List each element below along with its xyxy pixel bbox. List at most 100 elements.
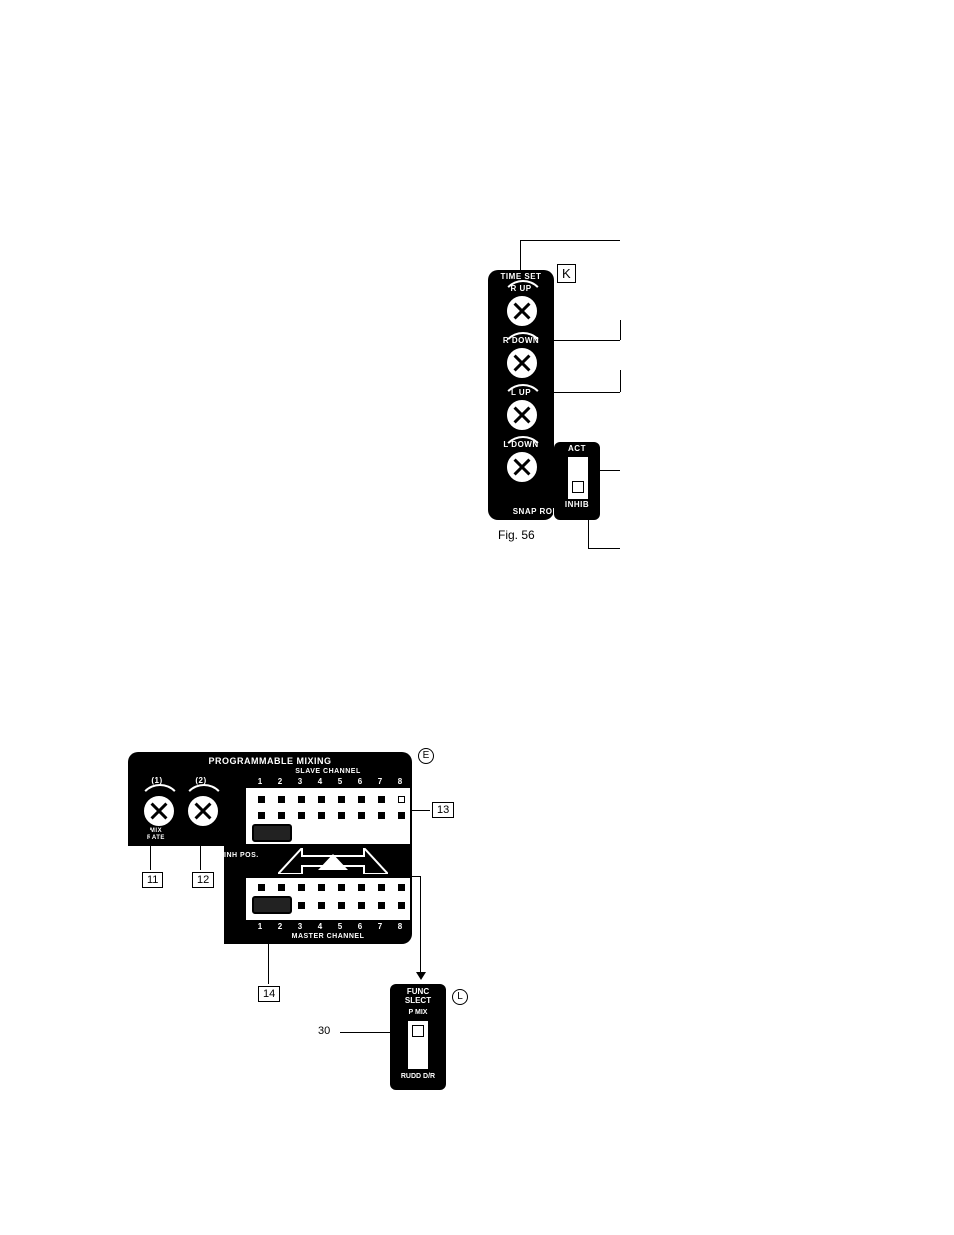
pin[interactable] [358,796,365,803]
slave-channel-label: SLAVE CHANNEL [248,768,408,775]
pin[interactable] [378,902,385,909]
fig56-caption: Fig. 56 [498,528,535,542]
pin[interactable] [258,796,265,803]
ch-top-1: 1 [254,777,266,786]
letter-l: L [452,989,468,1005]
ch-bot-8: 8 [394,922,406,931]
inh-pos-label: INH POS. [224,852,274,859]
leader-12 [200,830,201,870]
arrowhead-icon [416,972,426,980]
lup-knob[interactable] [505,398,539,432]
switch-nub [572,481,584,493]
master-jumper[interactable] [252,896,292,914]
func-title2: SLECT [390,996,446,1005]
act-inhib-switch[interactable] [567,456,589,500]
ch-top-7: 7 [374,777,386,786]
snap-roll-panel: TIME SET R UP R DOWN L UP L DOWN SNAP RO… [488,270,554,520]
callout-14: 14 [258,986,280,1002]
leader-14 [268,944,269,984]
pin[interactable] [398,902,405,909]
pin[interactable] [258,884,265,891]
ch-top-5: 5 [334,777,346,786]
ldown-label: L DOWN [488,440,554,449]
callout-12: 12 [192,872,214,888]
pin[interactable] [278,796,285,803]
rdown-label: R DOWN [488,336,554,345]
leader-11 [150,830,151,870]
ch-bot-1: 1 [254,922,266,931]
pin[interactable] [358,812,365,819]
inhib-label: INHIB [554,500,600,509]
leader-sr-3v [620,370,621,392]
pin[interactable] [258,812,265,819]
pin[interactable] [318,796,325,803]
rup-knob[interactable] [505,294,539,328]
ch-top-3: 3 [294,777,306,786]
ruddr-label: RUDD D/R [390,1073,446,1080]
pin[interactable] [298,902,305,909]
pin[interactable] [358,884,365,891]
pin[interactable] [398,884,405,891]
slave-jumper[interactable] [252,824,292,842]
leader-30 [340,1032,390,1033]
page-root: TIME SET R UP R DOWN L UP L DOWN SNAP RO… [0,0,954,1235]
leader-sr-2 [552,340,620,341]
leader-sr-3 [552,392,620,393]
pin[interactable] [358,902,365,909]
ch-bot-3: 3 [294,922,306,931]
master-channel-label: MASTER CHANNEL [248,933,408,940]
mix-rate-knob-1[interactable] [142,794,176,828]
pin[interactable] [298,884,305,891]
callout-11: 11 [142,872,163,888]
rdown-knob[interactable] [505,346,539,380]
pin[interactable] [298,796,305,803]
act-inhib-block: ACT INHIB [554,442,600,520]
pin[interactable] [318,902,325,909]
pin[interactable] [338,812,345,819]
slave-pinboard[interactable] [246,788,410,844]
letter-e: E [418,748,434,764]
leader-sr-2v [620,320,621,340]
leader-sr-top-v [520,240,521,270]
pin[interactable] [338,884,345,891]
pin[interactable] [338,796,345,803]
mix-rate-knob-2[interactable] [186,794,220,828]
leader-sr-5 [588,548,620,549]
ch-bot-5: 5 [334,922,346,931]
pin[interactable] [378,796,385,803]
up-arrow-icon [278,848,388,874]
pin[interactable] [278,812,285,819]
pin[interactable] [378,884,385,891]
pin[interactable] [338,902,345,909]
leader-func-v [420,876,421,976]
pin[interactable] [318,884,325,891]
act-label: ACT [554,444,600,453]
progmix-title: PROGRAMMABLE MIXING [128,756,412,766]
letter-k: K [557,264,576,283]
pin[interactable] [398,812,405,819]
pin[interactable] [298,812,305,819]
pmix-label: P MIX [390,1009,446,1016]
master-pinboard[interactable] [246,878,410,920]
pin[interactable] [278,884,285,891]
ch-bot-4: 4 [314,922,326,931]
leader-sr-top-h [520,240,620,241]
ch-bot-7: 7 [374,922,386,931]
mixrate-label: MIX RATE [128,828,184,842]
callout-30: 30 [314,1024,334,1038]
func-select-panel: FUNC SLECT P MIX RUDD D/R [390,984,446,1090]
pin[interactable] [318,812,325,819]
ldown-knob[interactable] [505,450,539,484]
rup-label: R UP [488,284,554,293]
leader-sr-4 [600,470,620,471]
panel-cutout [128,846,224,944]
func-switch[interactable] [407,1020,429,1070]
ch-top-6: 6 [354,777,366,786]
callout-13: 13 [432,802,454,818]
leader-13 [412,810,430,811]
pin[interactable] [378,812,385,819]
ch-bot-2: 2 [274,922,286,931]
pin[interactable] [398,796,405,803]
ch-bot-6: 6 [354,922,366,931]
func-title1: FUNC [390,984,446,996]
